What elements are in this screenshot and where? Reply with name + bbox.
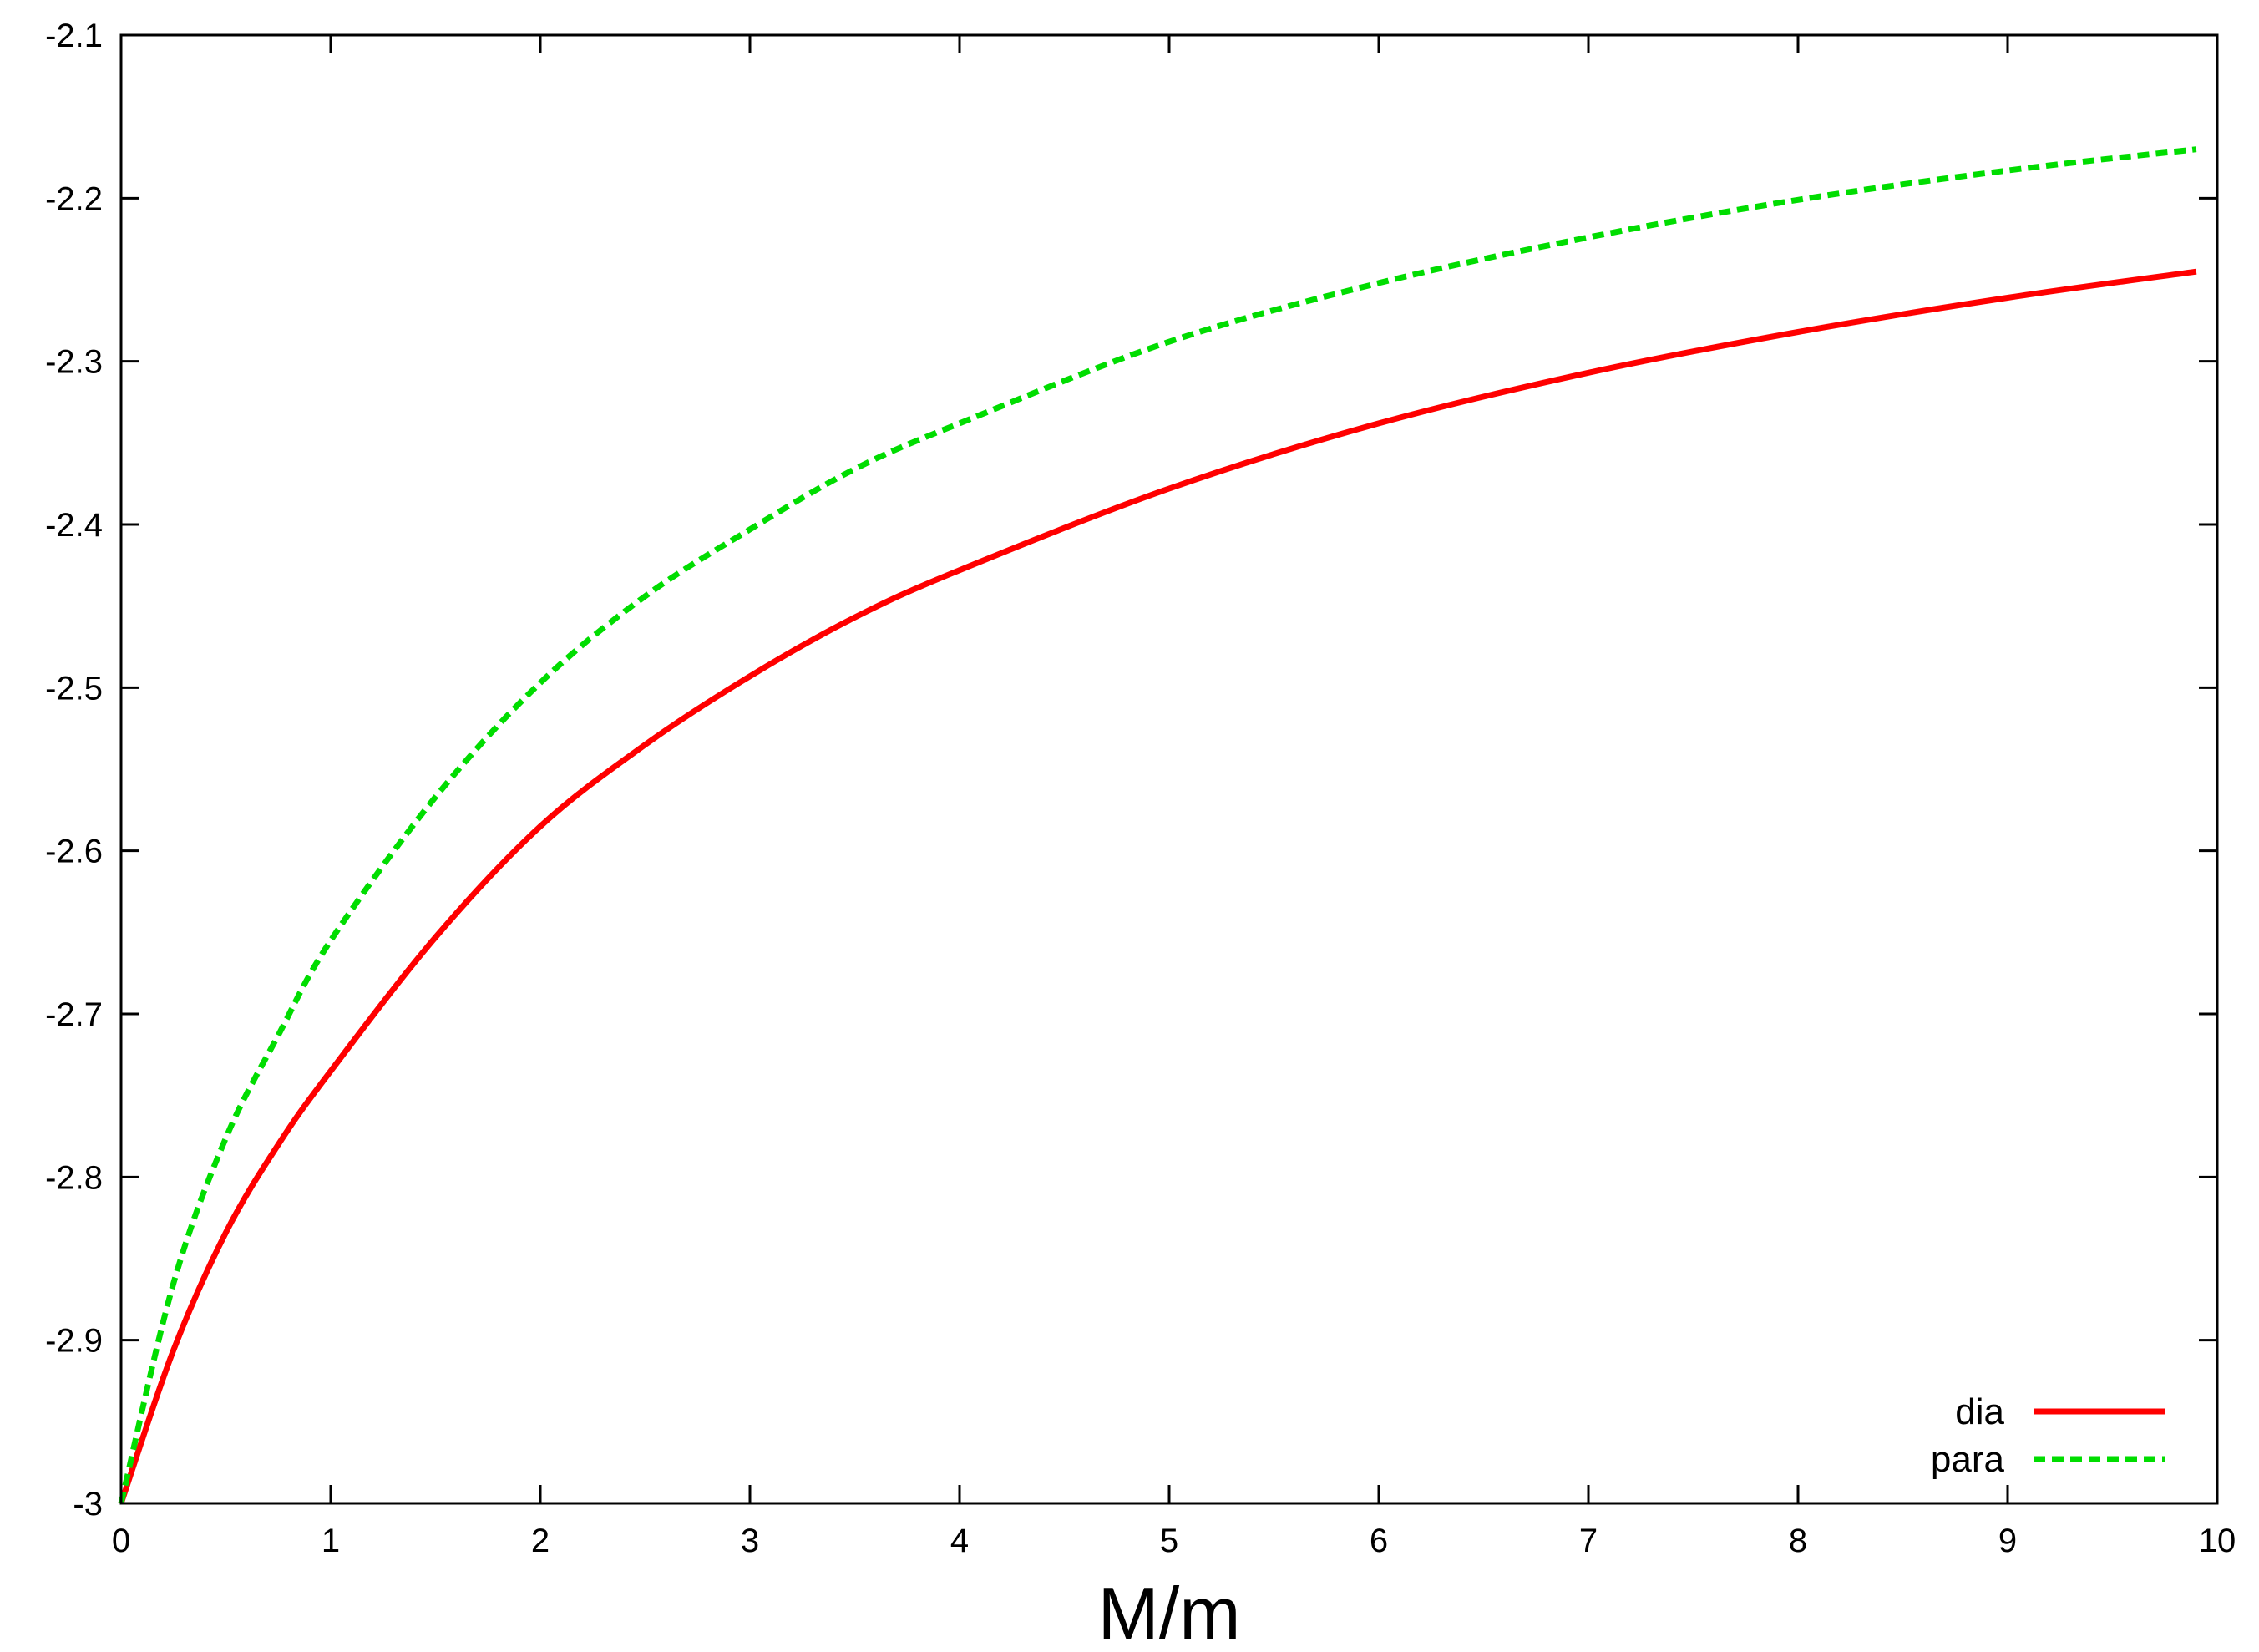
plot-frame — [119, 33, 2219, 1505]
x-tick-label: 9 — [1998, 1523, 2017, 1559]
x-tick-label: 3 — [741, 1523, 759, 1559]
y-tick-label: -2.3 — [45, 344, 103, 381]
x-tick-label: 1 — [322, 1523, 340, 1559]
y-tick-label: -2.1 — [45, 18, 103, 54]
x-tick-label: 2 — [531, 1523, 550, 1559]
series-line-dia — [118, 268, 2197, 1505]
series-line-para — [118, 146, 2197, 1504]
x-tick-label: 0 — [112, 1523, 130, 1559]
x-tick-label: 6 — [1370, 1523, 1388, 1559]
y-tick-label: -2.2 — [45, 180, 103, 217]
x-tick-label: 8 — [1789, 1523, 1807, 1559]
series-lines — [118, 146, 2197, 1505]
legend-label-para: para — [1931, 1439, 2005, 1480]
y-axis-ticks — [121, 33, 2217, 1505]
x-tick-label: 5 — [1160, 1523, 1178, 1559]
y-tick-label: -2.5 — [45, 670, 103, 707]
x-axis-ticks — [119, 35, 2219, 1503]
y-tick-label: -2.6 — [45, 834, 103, 870]
legend: dia para — [1931, 1391, 2165, 1480]
x-tick-label: 7 — [1579, 1523, 1598, 1559]
y-tick-label: -2.4 — [45, 507, 103, 544]
x-axis-tick-labels: 0 1 2 3 4 5 6 7 8 9 10 — [112, 1523, 2236, 1559]
y-axis-tick-labels: -3 -2.9 -2.8 -2.7 -2.6 -2.5 -2.4 -2.3 -2.2 -2.1 — [45, 18, 103, 1523]
x-axis-title: M/m — [1097, 1572, 1240, 1652]
y-tick-label: -2.7 — [45, 996, 103, 1033]
legend-label-dia: dia — [1955, 1391, 2004, 1432]
x-tick-label: 4 — [950, 1523, 969, 1559]
y-tick-label: -2.8 — [45, 1159, 103, 1196]
x-tick-label: 10 — [2199, 1523, 2236, 1559]
y-tick-label: -2.9 — [45, 1323, 103, 1360]
y-tick-label: -3 — [73, 1486, 103, 1523]
